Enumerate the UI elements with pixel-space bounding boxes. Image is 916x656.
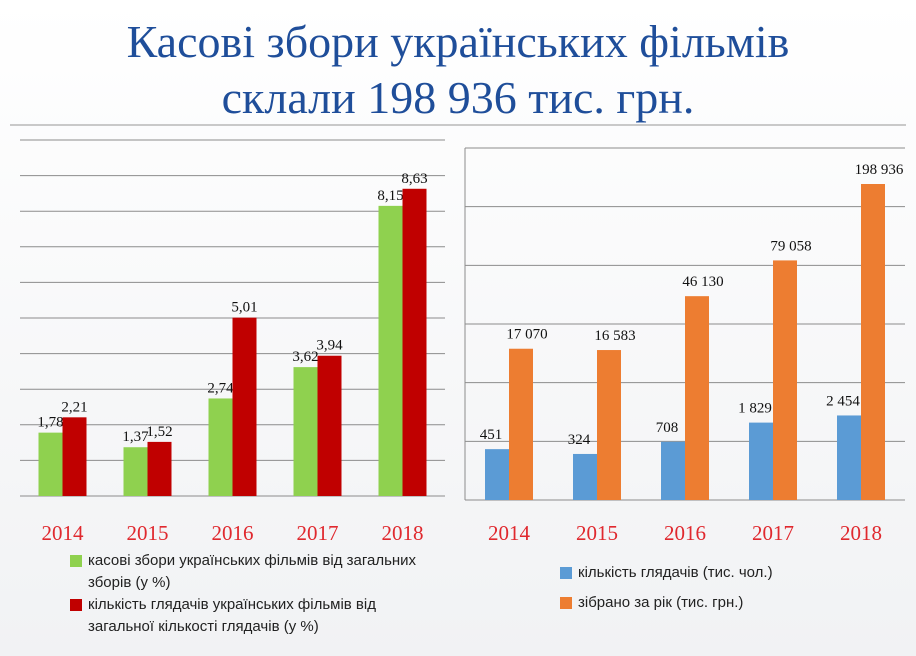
- bar: [597, 350, 621, 500]
- data-label: 2 454: [826, 393, 860, 409]
- legend-label-red: кількість глядачів українських фільмів в…: [88, 596, 376, 635]
- page-title: Касові збори українських фільмів склали …: [0, 14, 916, 126]
- bar: [861, 184, 885, 500]
- x-tick-label: 2015: [127, 521, 169, 545]
- bar: [232, 317, 257, 496]
- data-label: 1,37: [122, 429, 149, 445]
- bar: [661, 441, 685, 500]
- legend-swatch-green: [70, 555, 82, 567]
- bar: [485, 449, 509, 500]
- bar: [378, 205, 403, 497]
- legend-label-blue: кількість глядачів (тис. чол.): [578, 564, 773, 581]
- data-label: 46 130: [682, 274, 723, 290]
- bar: [293, 367, 318, 496]
- bar: [573, 453, 597, 500]
- x-tick-label: 2018: [840, 521, 882, 545]
- bar: [773, 260, 797, 500]
- title-divider: [10, 124, 906, 126]
- data-label: 17 070: [506, 327, 547, 343]
- data-label: 1,78: [37, 415, 63, 431]
- x-tick-label: 2016: [212, 521, 254, 545]
- data-label: 8,63: [401, 171, 427, 187]
- bar: [749, 422, 773, 500]
- x-tick-label: 2014: [42, 521, 85, 545]
- right-chart-legend: кількість глядачів (тис. чол.) зібрано з…: [560, 562, 890, 614]
- title-line-1: Касові збори українських фільмів: [126, 16, 790, 67]
- data-label: 451: [480, 427, 503, 443]
- legend-item-green: касові збори українських фільмів від заг…: [70, 550, 440, 594]
- legend-swatch-orange: [560, 597, 572, 609]
- title-line-2: склали 198 936 тис. грн.: [221, 72, 695, 123]
- bar: [685, 296, 709, 500]
- legend-swatch-blue: [560, 567, 572, 579]
- data-label: 3,94: [316, 338, 343, 354]
- data-label: 2,74: [207, 380, 234, 396]
- bar: [317, 355, 342, 496]
- bar: [38, 432, 63, 496]
- legend-item-orange: зібрано за рік (тис. грн.): [560, 592, 890, 614]
- data-label: 324: [568, 432, 591, 448]
- data-label: 1,52: [146, 424, 172, 440]
- bar: [509, 348, 533, 500]
- bar: [123, 447, 148, 496]
- legend-item-red: кількість глядачів українських фільмів в…: [70, 594, 440, 638]
- legend-swatch-red: [70, 599, 82, 611]
- x-tick-label: 2017: [752, 521, 794, 545]
- x-tick-label: 2018: [382, 521, 424, 545]
- bar: [402, 188, 427, 496]
- bar: [62, 417, 87, 496]
- data-label: 8,15: [377, 188, 403, 204]
- legend-label-green: касові збори українських фільмів від заг…: [88, 552, 417, 591]
- bar: [147, 441, 172, 496]
- data-label: 2,21: [61, 399, 87, 415]
- left-chart-legend: касові збори українських фільмів від заг…: [70, 550, 440, 638]
- x-tick-label: 2014: [488, 521, 531, 545]
- bar: [208, 398, 233, 496]
- data-label: 16 583: [594, 328, 635, 344]
- data-label: 3,62: [292, 349, 318, 365]
- data-label: 5,01: [231, 300, 257, 316]
- data-label: 198 936: [855, 162, 904, 178]
- legend-label-orange: зібрано за рік (тис. грн.): [578, 594, 744, 611]
- legend-item-blue: кількість глядачів (тис. чол.): [560, 562, 890, 584]
- data-label: 79 058: [770, 238, 811, 254]
- x-tick-label: 2016: [664, 521, 706, 545]
- bar: [837, 415, 861, 500]
- x-tick-label: 2015: [576, 521, 618, 545]
- x-tick-label: 2017: [297, 521, 339, 545]
- data-label: 708: [656, 420, 679, 436]
- data-label: 1 829: [738, 401, 772, 417]
